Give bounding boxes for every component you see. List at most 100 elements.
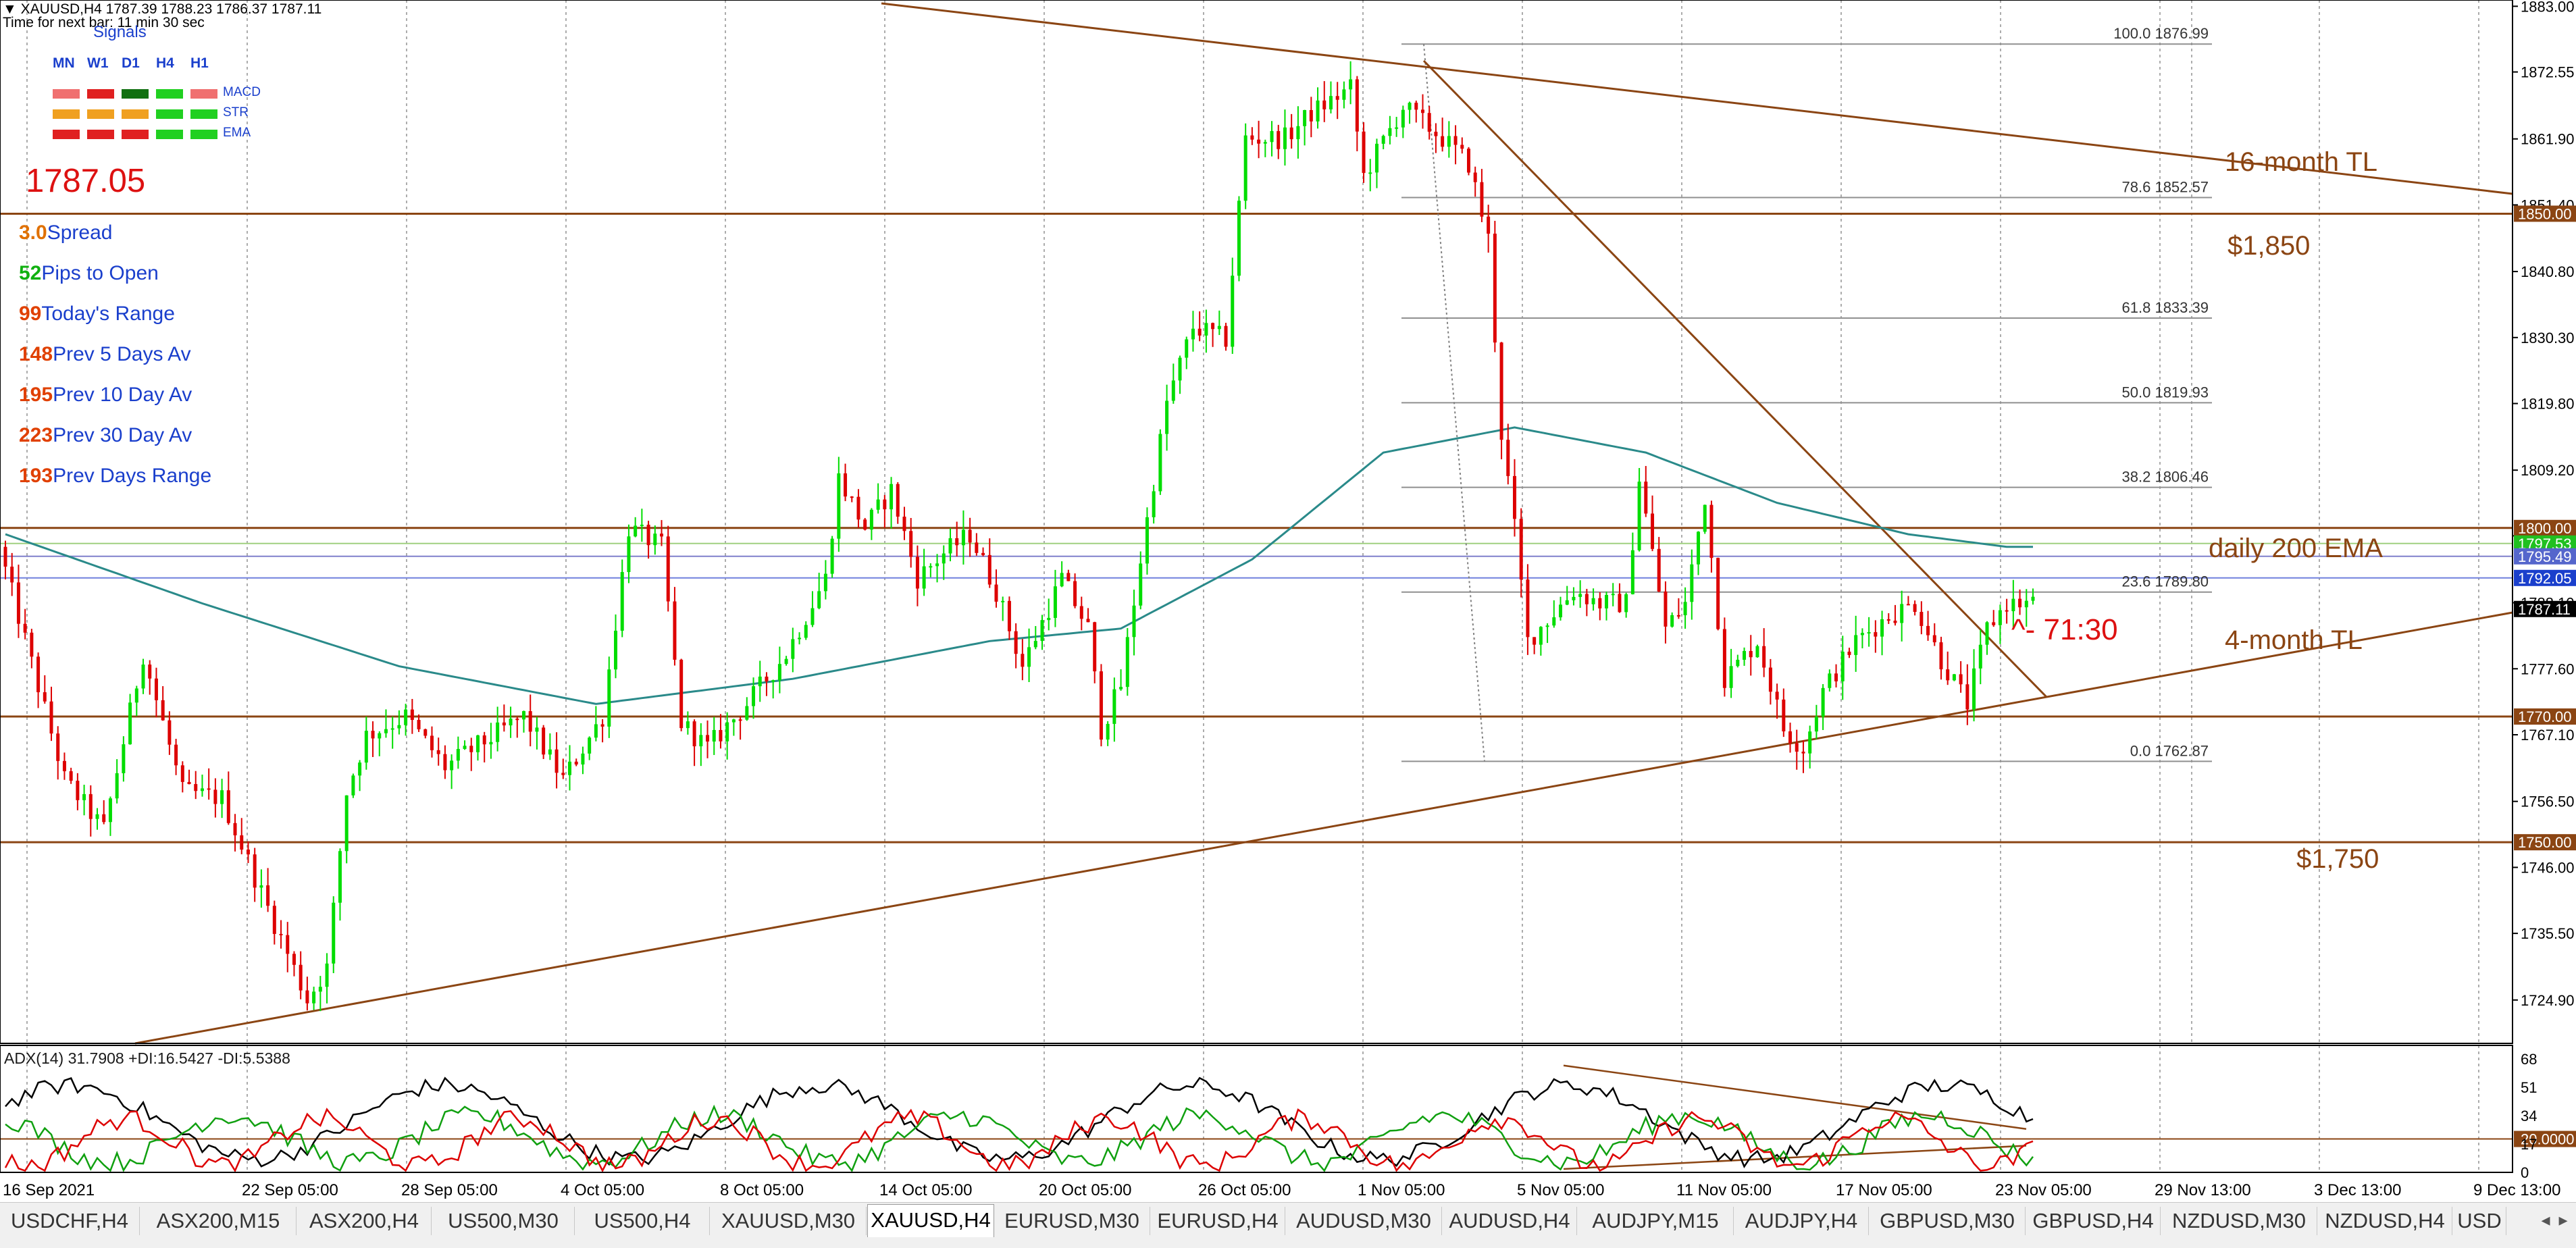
adx-tick-label: 34 [2521, 1108, 2537, 1124]
chart-tab-audusd-m30[interactable]: AUDUSD,M30 [1286, 1207, 1442, 1235]
candle [1978, 629, 1982, 685]
candle [272, 900, 276, 945]
candle-body [220, 790, 224, 804]
candle [1716, 557, 1720, 631]
candle [410, 698, 414, 734]
candle-body [1283, 127, 1287, 149]
candle [1630, 532, 1634, 595]
signal-column-d1: D1 [122, 55, 140, 71]
chart-tab-audjpy-m15[interactable]: AUDJPY,M15 [1578, 1207, 1734, 1235]
candle-body [528, 711, 532, 732]
candle-body [1591, 598, 1595, 604]
chart-tab-asx200-m15[interactable]: ASX200,M15 [140, 1207, 297, 1235]
candle [777, 646, 781, 694]
chart-tab-asx200-h4[interactable]: ASX200,H4 [297, 1207, 432, 1235]
candle [600, 719, 604, 743]
candle [259, 869, 263, 908]
chart-tab-nzdusd-h4[interactable]: NZDUSD,H4 [2318, 1207, 2452, 1235]
candle [88, 785, 93, 837]
price-chart[interactable]: 100.0 1876.99 78.6 1852.57 61.8 1833.39 50.… [0, 0, 2576, 1202]
candle-body [542, 727, 546, 755]
candle [115, 759, 119, 804]
signal-cell [190, 109, 217, 119]
candle-body [305, 990, 309, 1004]
candle [1801, 740, 1805, 773]
indicator-panel-frame [0, 1045, 2513, 1173]
candle [1657, 537, 1661, 592]
candle [1998, 604, 2002, 644]
signal-cell [156, 89, 183, 99]
chart-tab-audusd-h4[interactable]: AUDUSD,H4 [1443, 1207, 1577, 1235]
adx-level-tag [2514, 1130, 2576, 1147]
candle [56, 726, 60, 780]
chart-tab-usd[interactable]: USD [2453, 1207, 2506, 1235]
candle [1460, 137, 1464, 154]
candle [1374, 138, 1379, 188]
chart-tab-gbpusd-m30[interactable]: GBPUSD,M30 [1870, 1207, 2026, 1235]
candle [1499, 342, 1503, 460]
candle-body [719, 729, 723, 742]
chart-tab-us500-m30[interactable]: US500,M30 [432, 1207, 575, 1235]
candle [69, 767, 73, 784]
candle [1578, 580, 1582, 608]
candle-body [1270, 131, 1274, 142]
candle [1775, 683, 1779, 719]
candle-body [1762, 646, 1766, 668]
candle [233, 814, 237, 852]
chart-tab-xauusd-h4[interactable]: XAUUSD,H4 [867, 1204, 994, 1237]
candle-body [1860, 633, 1864, 635]
candle-body [1722, 629, 1726, 688]
candle-body [358, 762, 362, 776]
chart-tab-nzdusd-m30[interactable]: NZDUSD,M30 [2161, 1207, 2317, 1235]
candle-body [1906, 604, 1910, 606]
candle [1651, 495, 1655, 552]
candle [1441, 118, 1445, 152]
candle [1676, 598, 1680, 619]
chart-tab-audjpy-h4[interactable]: AUDJPY,H4 [1734, 1207, 1869, 1235]
candle-body [634, 525, 638, 537]
candle [1007, 596, 1011, 640]
candle-body [122, 744, 126, 773]
candle-body [154, 678, 158, 700]
candle-body [1585, 594, 1589, 604]
candle [1939, 636, 1943, 680]
candle [731, 719, 736, 736]
price-tick-label: 1861.90 [2521, 131, 2575, 148]
chart-tab-eurusd-h4[interactable]: EURUSD,H4 [1151, 1207, 1285, 1235]
candle-body [443, 754, 447, 771]
candle-body [2018, 598, 2022, 608]
tab-scroll-right-icon[interactable]: ▸ [2558, 1210, 2568, 1230]
candle [1493, 221, 1497, 353]
chart-tab-eurusd-m30[interactable]: EURUSD,M30 [994, 1207, 1150, 1235]
candle-body [1243, 135, 1247, 201]
stat-label: Pips to Open [41, 262, 159, 284]
tab-scroll-left-icon[interactable]: ◂ [2541, 1210, 2550, 1230]
candle-body [397, 725, 401, 729]
candle-body [1847, 651, 1851, 655]
candle [1539, 626, 1543, 656]
candle [856, 489, 860, 528]
candle [82, 784, 86, 816]
candle [863, 518, 867, 531]
stat-value: 99 [19, 303, 42, 325]
signal-cell [53, 109, 80, 119]
candle [443, 745, 447, 779]
candle-body [417, 720, 421, 729]
candle [1355, 76, 1359, 151]
candle-body [1795, 743, 1799, 752]
candle-body [1060, 573, 1064, 587]
candle [830, 536, 834, 578]
price-tick-label: 1735.50 [2521, 925, 2575, 942]
chart-tab-us500-h4[interactable]: US500,H4 [575, 1207, 710, 1235]
chart-tab-usdchf-h4[interactable]: USDCHF,H4 [0, 1207, 140, 1235]
chart-tab-gbpusd-h4[interactable]: GBPUSD,H4 [2026, 1207, 2161, 1235]
candle-body [1952, 674, 1956, 681]
chart-tab-xauusd-m30[interactable]: XAUUSD,M30 [711, 1207, 867, 1235]
candle-body [594, 724, 598, 738]
collapse-triangle-icon[interactable]: ▼ [3, 1, 17, 17]
plus-di-line [5, 1104, 2034, 1172]
candle-body [259, 885, 263, 888]
candle-body [43, 692, 47, 702]
candle [253, 848, 257, 902]
candle-body [436, 750, 440, 754]
